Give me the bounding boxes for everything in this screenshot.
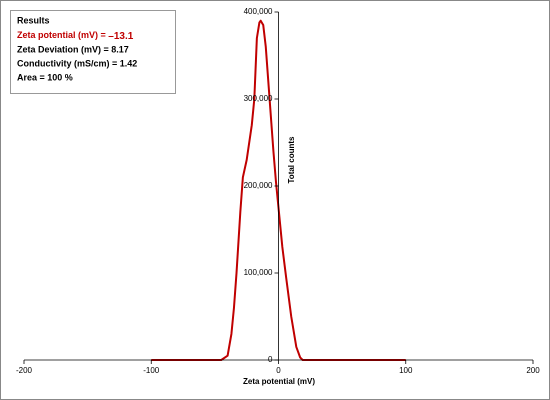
result-line: Area = 100 %	[17, 72, 73, 82]
zeta-value: –13.1	[108, 31, 133, 42]
data-line	[151, 19, 406, 361]
y-tick-label: 200,000	[244, 181, 273, 190]
results-title: Results	[17, 15, 50, 25]
result-line: Conductivity (mS/cm) = 1.42	[17, 58, 137, 68]
y-tick-label: 300,000	[244, 94, 273, 103]
y-tick-label: 400,000	[244, 7, 273, 16]
zeta-label: Zeta potential (mV) =	[17, 30, 108, 40]
y-axis-label: Total counts	[287, 136, 296, 184]
result-line: Zeta Deviation (mV) = 8.17	[17, 44, 129, 54]
x-tick-label: -200	[16, 366, 33, 375]
x-axis-label: Zeta potential (mV)	[243, 377, 315, 386]
y-tick-label: 0	[268, 355, 273, 364]
x-tick-label: -100	[143, 366, 160, 375]
y-tick-label: 100,000	[244, 268, 273, 277]
results-box	[10, 10, 176, 94]
x-tick-label: 0	[276, 366, 281, 375]
x-tick-label: 200	[526, 366, 540, 375]
zeta-result: Zeta potential (mV) = –13.1	[17, 30, 134, 41]
x-tick-label: 100	[399, 366, 413, 375]
